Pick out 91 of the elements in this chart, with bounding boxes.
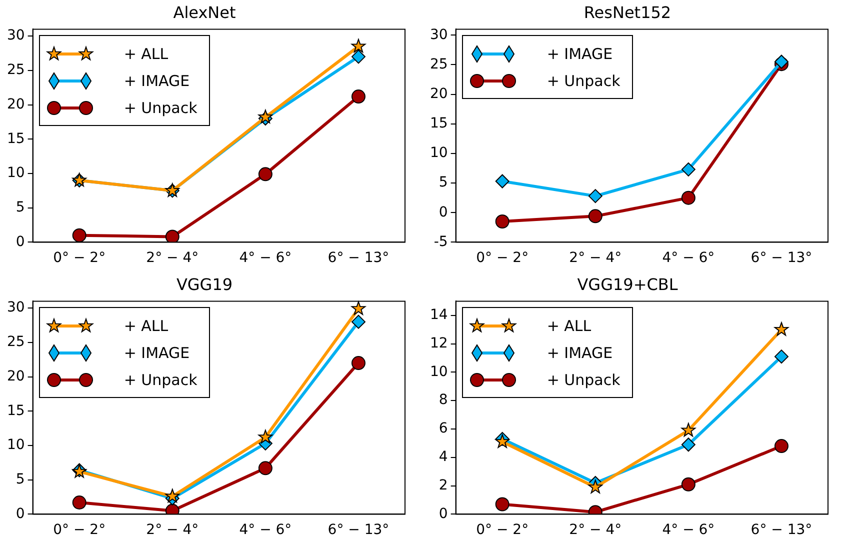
y-tick-label: 25 [6,62,25,78]
legend-label: + IMAGE [124,72,190,90]
point [588,189,602,204]
y-tick-label: 5 [438,174,448,191]
x-tick-label: 6° − 13° [750,522,812,538]
legend-label: + ALL [546,316,592,335]
point [588,480,603,494]
y-tick-label: 5 [16,199,25,216]
y-tick-label: 10 [430,145,448,162]
legend-label: + IMAGE [546,344,613,362]
x-tick-label: 2° − 4° [569,522,622,538]
x-tick-label: 2° − 4° [569,250,622,266]
y-tick-label: 20 [6,368,25,384]
legend-label: + Unpack [546,72,620,90]
legend-label: + Unpack [124,370,198,389]
y-tick-label: 30 [6,300,25,316]
y-tick-label: 20 [430,86,448,102]
y-tick-label: 5 [16,471,25,488]
y-tick-label: 0 [438,204,448,220]
point [351,314,366,329]
x-tick-label: 4° − 6° [662,522,715,538]
y-tick-label: 0 [16,234,25,250]
chart-title: ResNet152 [584,2,672,22]
x-tick-label: 4° − 6° [239,522,292,538]
point [681,422,696,437]
x-tick-label: 6° − 13° [328,250,390,266]
x-tick-label: 0° − 2° [53,522,106,538]
point [351,50,366,64]
y-tick-label: 10 [430,364,448,380]
y-tick-label: 0 [16,506,25,522]
point [258,461,272,476]
point [495,434,510,448]
x-tick-label: 4° − 6° [239,250,292,266]
y-tick-label: 15 [6,402,25,419]
point [351,356,366,370]
y-tick-label: -5 [434,234,448,250]
y-tick-label: 30 [430,26,448,43]
y-tick-label: 4 [438,449,448,466]
point [351,90,366,104]
x-tick-label: 6° − 13° [750,250,812,266]
y-tick-label: 0 [438,506,448,522]
legend-label: + Unpack [546,370,620,389]
point [681,162,696,176]
y-tick-label: 2 [438,477,448,494]
y-tick-label: 15 [430,116,448,132]
x-tick-label: 0° − 2° [53,250,106,266]
y-tick-label: 25 [430,56,448,72]
legend-label: + ALL [124,316,168,335]
point [774,439,788,454]
x-tick-label: 6° − 13° [328,522,390,538]
y-tick-label: 15 [6,130,25,147]
chart-title: VGG19 [176,274,233,294]
legend-label: + ALL [124,44,168,63]
legend-label: + IMAGE [546,44,613,63]
y-tick-label: 20 [6,96,25,112]
y-tick-label: 6 [438,420,448,437]
point [165,230,180,242]
point [351,38,366,53]
chart-title: AlexNet [173,2,236,22]
point [351,301,366,315]
point [495,497,510,512]
legend-label: + IMAGE [124,344,190,362]
point [165,488,180,502]
point [681,190,696,205]
point [258,110,273,124]
x-tick-label: 0° − 2° [476,250,529,266]
point [774,54,788,69]
point [72,228,86,242]
legend-label: + Unpack [124,98,198,117]
point [588,209,602,224]
point [681,477,696,492]
chart-title: VGG19+CBL [577,274,678,294]
y-tick-label: 30 [6,28,25,44]
point [681,438,696,452]
x-tick-label: 2° − 4° [146,522,199,538]
y-tick-label: 14 [430,307,448,324]
x-tick-label: 2° − 4° [146,250,199,266]
y-tick-label: 25 [6,334,25,350]
point [72,496,86,510]
point [495,174,510,188]
y-tick-label: 10 [6,437,25,454]
point [258,167,272,182]
y-tick-label: 8 [438,392,448,408]
point [258,430,273,444]
x-tick-label: 4° − 6° [662,250,715,266]
point [774,350,788,364]
point [495,214,510,228]
point [774,322,789,336]
y-tick-label: 10 [6,165,25,182]
y-tick-label: 12 [430,335,448,352]
x-tick-label: 0° − 2° [476,522,529,538]
